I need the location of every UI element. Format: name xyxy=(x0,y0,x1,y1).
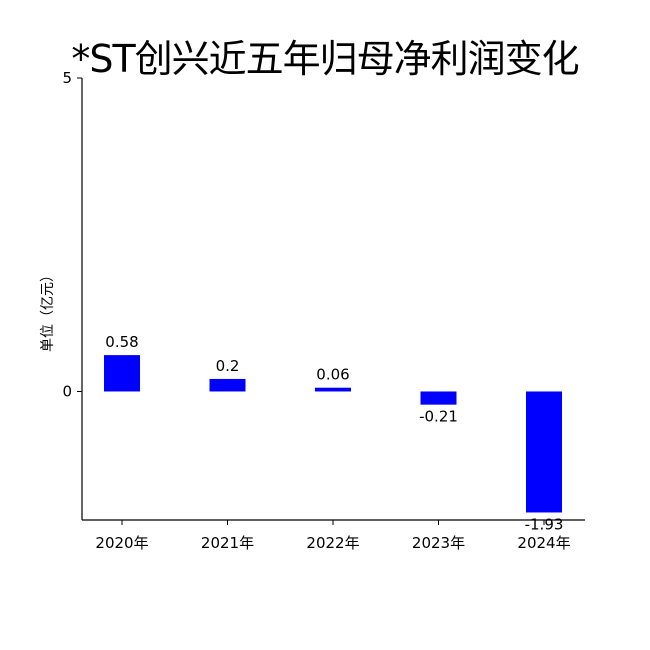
value-label: 0.58 xyxy=(105,333,138,351)
bar xyxy=(104,355,140,392)
x-tick-label: 2024年 xyxy=(517,534,570,552)
x-tick-label: 2023年 xyxy=(412,534,465,552)
y-tick-label: 0 xyxy=(62,382,72,400)
bar xyxy=(315,387,351,392)
chart-title: *ST创兴近五年归母净利润变化 xyxy=(71,37,579,81)
x-ticks-group: 2020年 2021年 2022年 2023年 2024年 xyxy=(95,520,571,552)
value-labels-group: 0.580.2 0.06-0.21-1.93 xyxy=(105,333,563,533)
bar xyxy=(420,391,457,405)
y-axis-label: 单位（亿元） xyxy=(40,268,56,352)
bar xyxy=(209,378,246,392)
value-label: 0.06 xyxy=(316,366,349,384)
x-tick-label: 2022年 xyxy=(306,534,359,552)
value-label: 0.2 xyxy=(216,357,240,375)
y-ticks-group: 05 xyxy=(62,69,82,400)
bars-group xyxy=(104,355,562,513)
bar xyxy=(526,391,562,513)
x-tick-label: 2020年 xyxy=(95,534,148,552)
x-tick-label: 2021年 xyxy=(201,534,254,552)
value-label: -0.21 xyxy=(419,408,458,426)
y-tick-label: 5 xyxy=(62,69,72,87)
axes-group xyxy=(81,78,585,521)
